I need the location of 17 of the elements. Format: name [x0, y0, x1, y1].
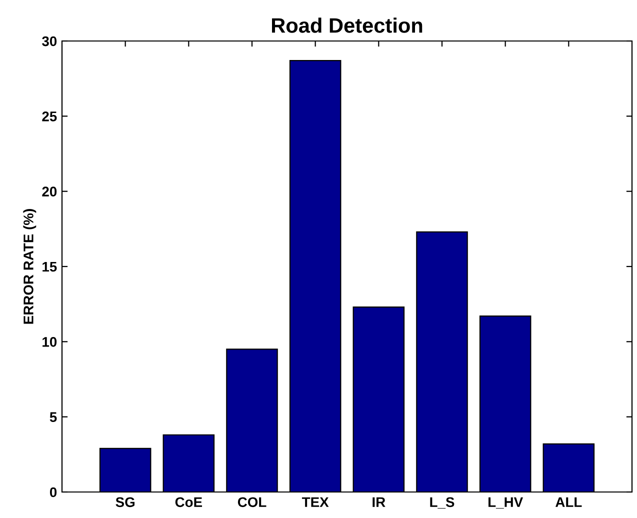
- x-tick-label: COL: [238, 497, 266, 508]
- y-tick-label: 5: [50, 412, 57, 422]
- y-tick-label: 25: [42, 112, 57, 122]
- y-tick-label: 10: [42, 337, 57, 347]
- y-tick-label: 30: [42, 36, 57, 46]
- x-tick-label: IR: [372, 497, 386, 507]
- y-axis-title: ERROR RATE (%): [23, 209, 36, 324]
- y-tick-label: 15: [42, 262, 57, 272]
- x-tick-label: L_S: [430, 497, 454, 509]
- y-tick-label: 20: [42, 186, 57, 197]
- y-tick-label: 0: [50, 487, 57, 498]
- x-tick-label: CoE: [175, 497, 202, 508]
- x-tick-label: SG: [116, 497, 135, 508]
- x-tick-label: L_HV: [488, 497, 523, 509]
- chart-title: Road Detection: [272, 18, 422, 33]
- x-tick-label: ALL: [556, 497, 582, 507]
- x-tick-label: TEX: [302, 497, 329, 507]
